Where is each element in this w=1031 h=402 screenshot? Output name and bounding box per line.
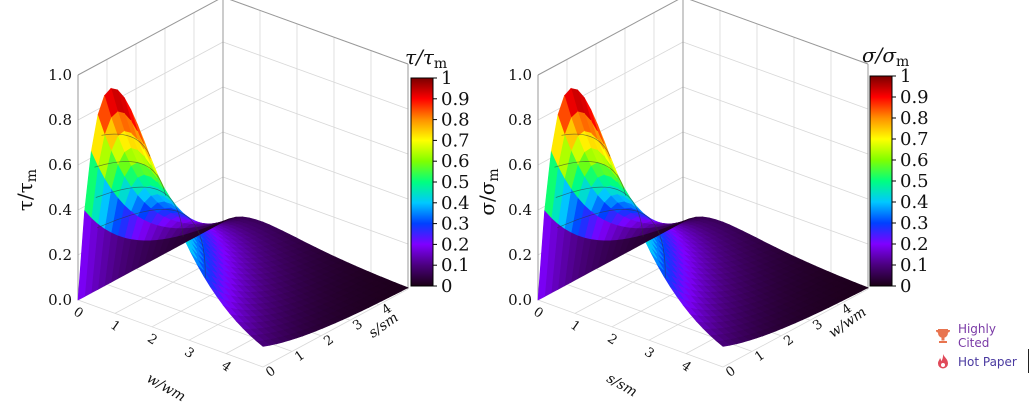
surface-mesh	[77, 87, 409, 347]
colorbar: 00.10.20.30.40.50.60.70.80.91σ/σm	[862, 43, 929, 297]
z-tick-label: 0.8	[48, 111, 72, 129]
x-tick-label: 2	[604, 331, 619, 348]
z-tick-label: 0.6	[48, 156, 72, 174]
x-tick-label: 4	[218, 358, 233, 375]
z-tick-label: 0.0	[508, 291, 532, 309]
x-tick-label: 1	[567, 318, 582, 335]
divider-line	[1028, 349, 1029, 373]
colorbar-tick-label: 0.5	[900, 171, 929, 192]
colorbar-tick-label: 0.7	[441, 130, 470, 151]
z-tick-label: 1.0	[48, 66, 72, 84]
z-axis-title: σ/σm	[475, 168, 502, 215]
x-axis-title: w/wm	[144, 370, 188, 402]
colorbar-tick-label: 0.8	[441, 110, 470, 131]
colorbar-title: σ/σm	[862, 43, 909, 70]
surface-mesh	[537, 87, 869, 347]
colorbar-tick-label: 0.5	[441, 172, 470, 193]
colorbar-tick-label: 0.1	[441, 255, 470, 276]
z-tick-label: 0.2	[48, 246, 72, 264]
colorbar-tick-label: 0.9	[441, 89, 470, 110]
colorbar-tick-label: 0	[441, 276, 452, 297]
highly-cited-label: Highly Cited	[957, 322, 996, 350]
y-tick-label: 1	[292, 348, 307, 365]
colorbar-tick-label: 0.4	[441, 193, 470, 214]
x-tick-label: 4	[678, 358, 693, 375]
y-tick-label: 0	[723, 364, 738, 381]
hot-paper-label: Hot Paper	[958, 355, 1017, 369]
colorbar: 00.10.20.30.40.50.60.70.80.91τ/τm	[405, 45, 470, 297]
trophy-icon	[935, 329, 950, 343]
y-tick-label: 1	[752, 348, 767, 365]
z-axis-title: τ/τm	[13, 169, 40, 211]
colorbar-tick-label: 0.3	[900, 213, 929, 234]
z-tick-label: 0.4	[48, 201, 72, 219]
colorbar-tick-label: 0.3	[441, 214, 470, 235]
y-tick-label: 0	[263, 364, 278, 381]
colorbar-tick-label: 0.6	[441, 151, 470, 172]
colorbar-tick-label: 0	[900, 276, 911, 297]
colorbar-tick-label: 0.9	[900, 87, 929, 108]
highly-cited-badge[interactable]: Highly Cited	[934, 322, 1031, 350]
colorbar-title: τ/τm	[405, 45, 447, 72]
z-tick-label: 0.0	[48, 291, 72, 309]
z-tick-label: 0.2	[508, 246, 532, 264]
x-tick-label: 3	[641, 345, 656, 362]
x-tick-label: 1	[107, 318, 122, 335]
y-axis-title: s/sm	[366, 310, 402, 342]
colorbar-tick-label: 1	[441, 68, 452, 89]
z-tick-label: 0.6	[508, 156, 532, 174]
colorbar-tick-label: 0.6	[900, 150, 929, 171]
z-tick-label: 0.8	[508, 111, 532, 129]
hot-paper-badge[interactable]: Hot Paper	[934, 353, 1017, 371]
colorbar-tick-label: 0.1	[900, 255, 929, 276]
y-tick-label: 2	[321, 332, 336, 349]
y-tick-label: 3	[350, 317, 365, 334]
colorbar-tick-label: 0.8	[900, 108, 929, 129]
colorbar-tick-label: 0.2	[441, 234, 470, 255]
colorbar-tick-label: 0.2	[900, 234, 929, 255]
contour-lines	[554, 133, 666, 278]
y-tick-label: 2	[781, 332, 796, 349]
y-tick-label: 3	[810, 317, 825, 334]
x-tick-label: 0	[70, 305, 85, 322]
contour-lines	[94, 133, 206, 278]
colorbar-tick-label: 1	[900, 66, 911, 87]
x-tick-label: 3	[181, 345, 196, 362]
x-tick-label: 2	[144, 331, 159, 348]
colorbar-tick-label: 0.7	[900, 129, 929, 150]
x-axis-title: s/sm	[604, 370, 640, 400]
flame-icon	[938, 354, 948, 369]
z-tick-label: 1.0	[508, 66, 532, 84]
colorbar-tick-label: 0.4	[900, 192, 929, 213]
x-tick-label: 0	[530, 305, 545, 322]
z-tick-label: 0.4	[508, 201, 532, 219]
